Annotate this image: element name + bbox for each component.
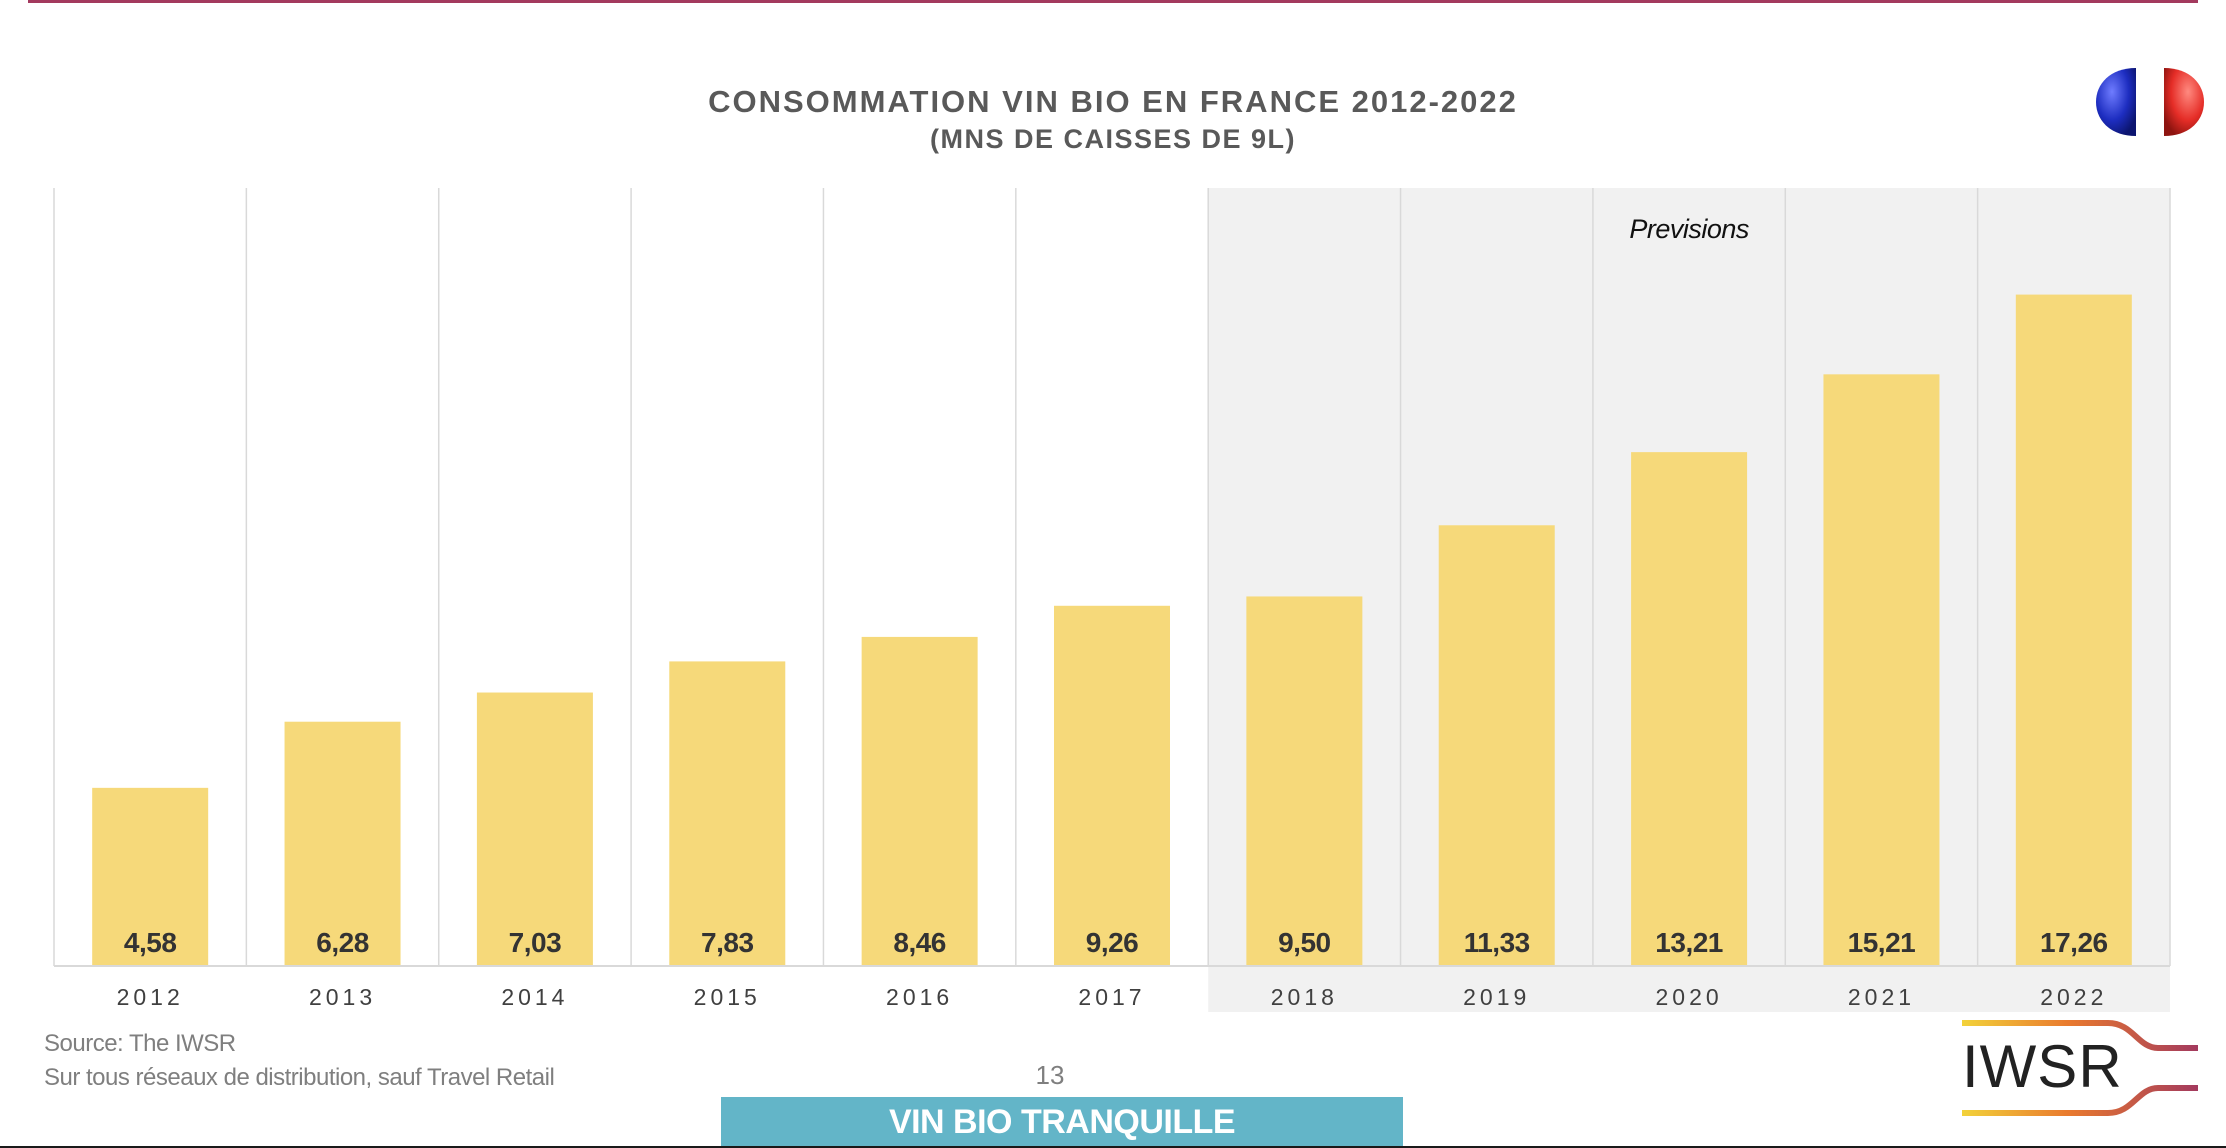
data-label-2022: 17,26: [2040, 927, 2108, 958]
bar-2013: [284, 721, 401, 966]
source-text: Source: The IWSR: [44, 1030, 236, 1057]
forecast-annotation: Previsions: [1629, 214, 1749, 244]
bar-2014: [476, 692, 593, 966]
x-tick-label-2013: 2013: [309, 984, 376, 1010]
bar-2016: [861, 636, 978, 966]
distribution-note: Sur tous réseaux de distribution, sauf T…: [44, 1064, 555, 1091]
iwsr-logo: [1962, 1020, 2198, 1116]
x-tick-label-2018: 2018: [1271, 984, 1338, 1010]
section-banner-label: VIN BIO TRANQUILLE: [888, 1103, 1236, 1141]
france-flag-icon: [2096, 68, 2204, 136]
data-label-2021: 15,21: [1848, 927, 1916, 958]
bar-chart: 4,58 6,28 7,03 7,83 8,46 9,26 9,50 11,33 13,21 15…: [53, 188, 2171, 1012]
bar-2015: [669, 661, 786, 966]
iwsr-logo-text: IWSR: [1962, 1033, 2123, 1100]
bottom-rule: [0, 1146, 2226, 1148]
x-tick-label-2021: 2021: [1848, 984, 1915, 1010]
x-tick-label-2015: 2015: [694, 984, 761, 1010]
bar-2022: [2015, 294, 2132, 966]
x-tick-label-2020: 2020: [1656, 984, 1723, 1010]
data-label-2020: 13,21: [1655, 927, 1723, 958]
x-tick-label-2016: 2016: [886, 984, 953, 1010]
bar-2018: [1246, 596, 1363, 966]
bar-2012: [92, 787, 209, 966]
x-tick-label-2022: 2022: [2040, 984, 2107, 1010]
top-accent-rule: [28, 0, 2198, 3]
data-label-2016: 8,46: [893, 927, 946, 958]
x-tick-label-2012: 2012: [117, 984, 184, 1010]
bar-2021: [1823, 374, 1940, 966]
bar-2017: [1054, 605, 1170, 966]
section-banner: VIN BIO TRANQUILLE: [721, 1097, 1403, 1148]
x-tick-label-2014: 2014: [501, 984, 568, 1010]
data-label-2013: 6,28: [316, 927, 369, 958]
chart-title: CONSOMMATION VIN BIO EN FRANCE 2012-2022: [708, 84, 1518, 119]
chart-subtitle: (MNS DE CAISSES DE 9L): [929, 124, 1297, 154]
bar-2019: [1438, 525, 1555, 966]
data-label-2015: 7,83: [701, 927, 754, 958]
data-label-2012: 4,58: [124, 927, 177, 958]
data-label-2019: 11,33: [1464, 927, 1530, 958]
bar-2020: [1631, 452, 1748, 967]
data-label-2014: 7,03: [509, 927, 562, 958]
page-number: 13: [1035, 1060, 1065, 1090]
data-label-2017: 9,26: [1086, 927, 1139, 958]
x-tick-label-2019: 2019: [1463, 984, 1530, 1010]
data-label-2018: 9,50: [1278, 927, 1331, 958]
x-tick-label-2017: 2017: [1078, 984, 1145, 1010]
